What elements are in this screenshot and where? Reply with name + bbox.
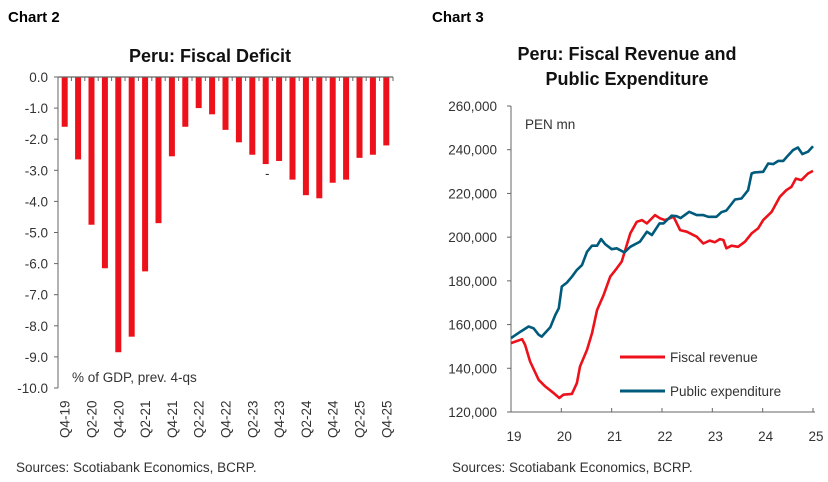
chart3-title-line2: Public Expenditure [545, 69, 708, 89]
bar [195, 77, 202, 109]
y-tick-label: 180,000 [448, 274, 497, 289]
x-tick-label: 20 [557, 429, 572, 444]
x-tick-label: 24 [758, 429, 774, 444]
bar [302, 77, 309, 196]
y-tick-label: -4.0 [25, 194, 48, 209]
bar [369, 77, 376, 155]
y-tick-label: -2.0 [25, 132, 48, 147]
x-tick-label: Q2-25 [353, 400, 368, 438]
y-tick-label: -10.0 [17, 381, 48, 396]
bar [209, 77, 216, 115]
x-tick-label: 23 [708, 429, 723, 444]
bar [182, 77, 189, 127]
x-tick-label: Q4-19 [58, 400, 73, 438]
x-tick-label: Q4-24 [326, 400, 341, 438]
chart2-source: Sources: Scotiabank Economics, BCRP. [16, 460, 257, 475]
bar [128, 77, 135, 337]
x-tick-label: 21 [607, 429, 622, 444]
chart2-title: Peru: Fiscal Deficit [129, 46, 291, 66]
chart3-unit-label: PEN mn [525, 117, 575, 132]
y-tick-label: 140,000 [448, 361, 497, 376]
bar [316, 77, 323, 199]
bar [115, 77, 122, 353]
bar [155, 77, 162, 224]
y-tick-label: 160,000 [448, 318, 497, 333]
y-tick-label: 120,000 [448, 405, 497, 420]
bar [329, 77, 336, 183]
chart3-legend: Fiscal revenue Public expenditure [620, 350, 781, 399]
bar [142, 77, 149, 272]
chart3-title-line1: Peru: Fiscal Revenue and [517, 44, 736, 64]
chart3-header: Chart 3 [432, 9, 484, 26]
y-tick-label: 0.0 [29, 70, 48, 85]
series-line-public-expenditure [510, 145, 814, 340]
bar [356, 77, 363, 158]
x-tick-label: Q2-20 [85, 400, 100, 438]
x-tick-label: 19 [506, 429, 521, 444]
bar [249, 77, 256, 155]
y-tick-label: -8.0 [25, 319, 48, 334]
bar [276, 77, 283, 161]
y-tick-label: -5.0 [25, 226, 48, 241]
bar [88, 77, 95, 225]
y-tick-label: 260,000 [448, 99, 497, 114]
x-tick-label: Q2-21 [138, 400, 153, 438]
bar [343, 77, 350, 180]
bar [168, 77, 175, 157]
x-tick-label: Q4-21 [165, 400, 180, 438]
x-tick-label: Q4-20 [111, 400, 126, 438]
x-tick-label: Q4-22 [219, 400, 234, 438]
chart3-plot: 260,000 240,000 220,000 200,000 180,000 160,0… [448, 99, 823, 444]
y-tick-label: 220,000 [448, 186, 497, 201]
bar [383, 77, 390, 146]
x-tick-label: Q4-25 [379, 400, 394, 438]
x-tick-label: Q4-23 [272, 400, 287, 438]
y-tick-label: -7.0 [25, 288, 48, 303]
x-tick-label: 22 [657, 429, 672, 444]
bar [235, 77, 242, 143]
y-tick-label: 200,000 [448, 230, 497, 245]
y-tick-label: -3.0 [25, 163, 48, 178]
y-tick-label: -1.0 [25, 101, 48, 116]
bar [289, 77, 296, 180]
legend-label-fiscal-revenue: Fiscal revenue [670, 350, 758, 365]
chart3-source: Sources: Scotiabank Economics, BCRP. [452, 460, 693, 475]
bar [101, 77, 108, 269]
series-line-fiscal-revenue [510, 169, 814, 400]
chart2-plot: 0.0 -1.0 -2.0 -3.0 -4.0 -5.0 -6.0 -7.0 -8.0 -9.0 -… [17, 70, 394, 438]
x-tick-label: Q2-24 [299, 400, 314, 438]
y-tick-label: 240,000 [448, 143, 497, 158]
legend-label-public-expenditure: Public expenditure [670, 384, 781, 399]
x-tick-label: 25 [808, 429, 823, 444]
bar [222, 77, 229, 130]
y-tick-label: -9.0 [25, 350, 48, 365]
bar [75, 77, 82, 160]
bar [262, 77, 269, 165]
x-tick-label: Q2-22 [192, 400, 207, 438]
chart2-stray-mark: - [265, 166, 270, 181]
bar [61, 77, 68, 127]
chart2-header: Chart 2 [8, 9, 60, 26]
x-tick-label: Q2-23 [245, 400, 260, 438]
y-tick-label: -6.0 [25, 257, 48, 272]
chart2-unit-annotation: % of GDP, prev. 4-qs [72, 370, 197, 385]
